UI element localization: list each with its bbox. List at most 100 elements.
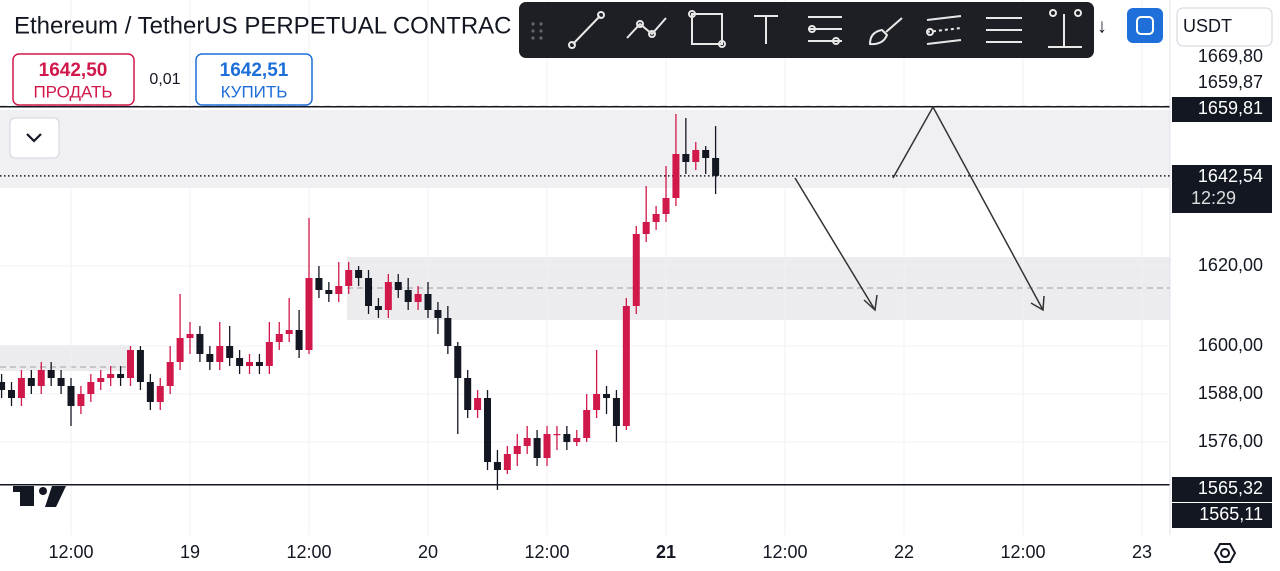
candle-body xyxy=(315,278,323,290)
candle-body xyxy=(127,350,135,378)
x-tick-label: 12:00 xyxy=(524,542,569,562)
price-tag-bg xyxy=(1172,477,1272,502)
candle-body xyxy=(355,270,363,278)
x-tick-label: 20 xyxy=(418,542,438,562)
candle-body xyxy=(117,374,125,378)
candle-body xyxy=(474,398,482,410)
price-tag-label: 1565,32 xyxy=(1198,478,1263,498)
lines-tool[interactable] xyxy=(986,17,1022,43)
price-tag-bg xyxy=(1172,97,1272,122)
candle-body xyxy=(166,362,174,386)
candle-body xyxy=(543,434,551,458)
candle-body xyxy=(345,270,353,286)
candle-body xyxy=(672,154,680,198)
buy-price: 1642,51 xyxy=(220,60,289,81)
text-tool[interactable] xyxy=(754,15,778,44)
candle-body xyxy=(0,382,6,390)
candle-body xyxy=(365,278,373,306)
parallel-tool[interactable] xyxy=(926,15,962,45)
candle-body xyxy=(454,346,462,378)
candle-body xyxy=(57,378,65,386)
spread: 0,01 xyxy=(149,71,180,88)
candle-body xyxy=(206,354,214,362)
measure-tool[interactable] xyxy=(1048,9,1082,48)
x-tick-label: 12:00 xyxy=(48,542,93,562)
candle-body xyxy=(493,462,501,470)
y-tick-label: 1620,00 xyxy=(1198,255,1263,275)
candle-body xyxy=(186,334,194,338)
x-tick-label: 19 xyxy=(180,542,200,562)
candle-body xyxy=(712,158,720,176)
trend-line-tool[interactable] xyxy=(568,11,605,49)
currency-select[interactable] xyxy=(1176,7,1273,47)
brush-tool[interactable] xyxy=(868,17,903,46)
fib-tool[interactable] xyxy=(808,16,842,45)
candle-body xyxy=(67,386,75,406)
price-tag-bg xyxy=(1172,45,1272,70)
candle-body xyxy=(107,374,115,378)
candle-body xyxy=(136,350,144,382)
collapse-button[interactable] xyxy=(9,117,60,159)
candle-body xyxy=(573,438,581,442)
rectangle-tool[interactable] xyxy=(688,10,726,48)
arrow-head xyxy=(863,294,878,312)
candle-body xyxy=(513,446,521,454)
candle-body xyxy=(305,278,313,350)
price-tag-label: 1659,81 xyxy=(1198,98,1263,118)
y-tick-label: 1576,00 xyxy=(1198,431,1263,451)
candle-body xyxy=(424,294,432,310)
candle-body xyxy=(196,334,204,354)
sync-button[interactable] xyxy=(1127,8,1163,43)
candle-body xyxy=(246,362,254,366)
price-lines xyxy=(0,105,1170,486)
path-tool[interactable] xyxy=(626,17,667,39)
arrow-button[interactable]: ↓ xyxy=(1097,15,1107,37)
countdown: 12:29 xyxy=(1191,188,1236,208)
candle-body xyxy=(97,378,105,382)
candle-body xyxy=(484,398,492,462)
candle-body xyxy=(374,306,382,310)
candle-body xyxy=(593,394,601,410)
chevron-icon xyxy=(26,133,42,143)
candle-body xyxy=(325,290,333,294)
symbol-title: Ethereum / TetherUS PERPETUAL CONTRAC xyxy=(14,12,511,39)
x-tick-label: 12:00 xyxy=(1001,542,1046,562)
settings-icon[interactable] xyxy=(1213,543,1237,563)
y-tick-label: 1600,00 xyxy=(1198,335,1263,355)
candle-body xyxy=(434,310,442,318)
sell-button[interactable] xyxy=(12,53,135,106)
x-tick-label: 22 xyxy=(894,542,914,562)
candle-body xyxy=(27,378,35,386)
candle-body xyxy=(285,330,293,334)
zone xyxy=(0,110,1170,188)
price-tag-label: 1659,87 xyxy=(1198,72,1263,92)
candle-body xyxy=(87,382,95,394)
toolbar-bg xyxy=(519,2,1094,58)
x-tick-label: 12:00 xyxy=(286,542,331,562)
tv-logo xyxy=(13,486,66,507)
candle-body xyxy=(226,346,234,358)
buy-label: КУПИТЬ xyxy=(221,82,288,101)
buy-button[interactable] xyxy=(195,53,313,106)
candle-body xyxy=(295,330,303,350)
price-axis: 12:00 19 12:00 20 12:00 21 12:00 22 12:00 23 1620,… xyxy=(48,255,1263,562)
drawing-toolbar xyxy=(519,2,1094,58)
candle-body xyxy=(603,394,611,398)
candle-body xyxy=(77,394,85,406)
sell-price: 1642,50 xyxy=(39,60,108,81)
candle-body xyxy=(156,386,164,402)
price-tag-label: 1669,80 xyxy=(1198,46,1263,66)
candle-body xyxy=(444,318,452,346)
sync-icon xyxy=(1136,16,1154,35)
candle-body xyxy=(632,234,640,306)
currency: USDT xyxy=(1183,16,1232,36)
drawings-zones xyxy=(0,110,1170,371)
x-tick-label: 12:00 xyxy=(763,542,808,562)
candles xyxy=(0,114,720,490)
candle-body xyxy=(622,306,630,426)
candle-body xyxy=(682,154,690,162)
x-tick-label: 23 xyxy=(1132,542,1152,562)
arrow-head xyxy=(1030,295,1045,312)
